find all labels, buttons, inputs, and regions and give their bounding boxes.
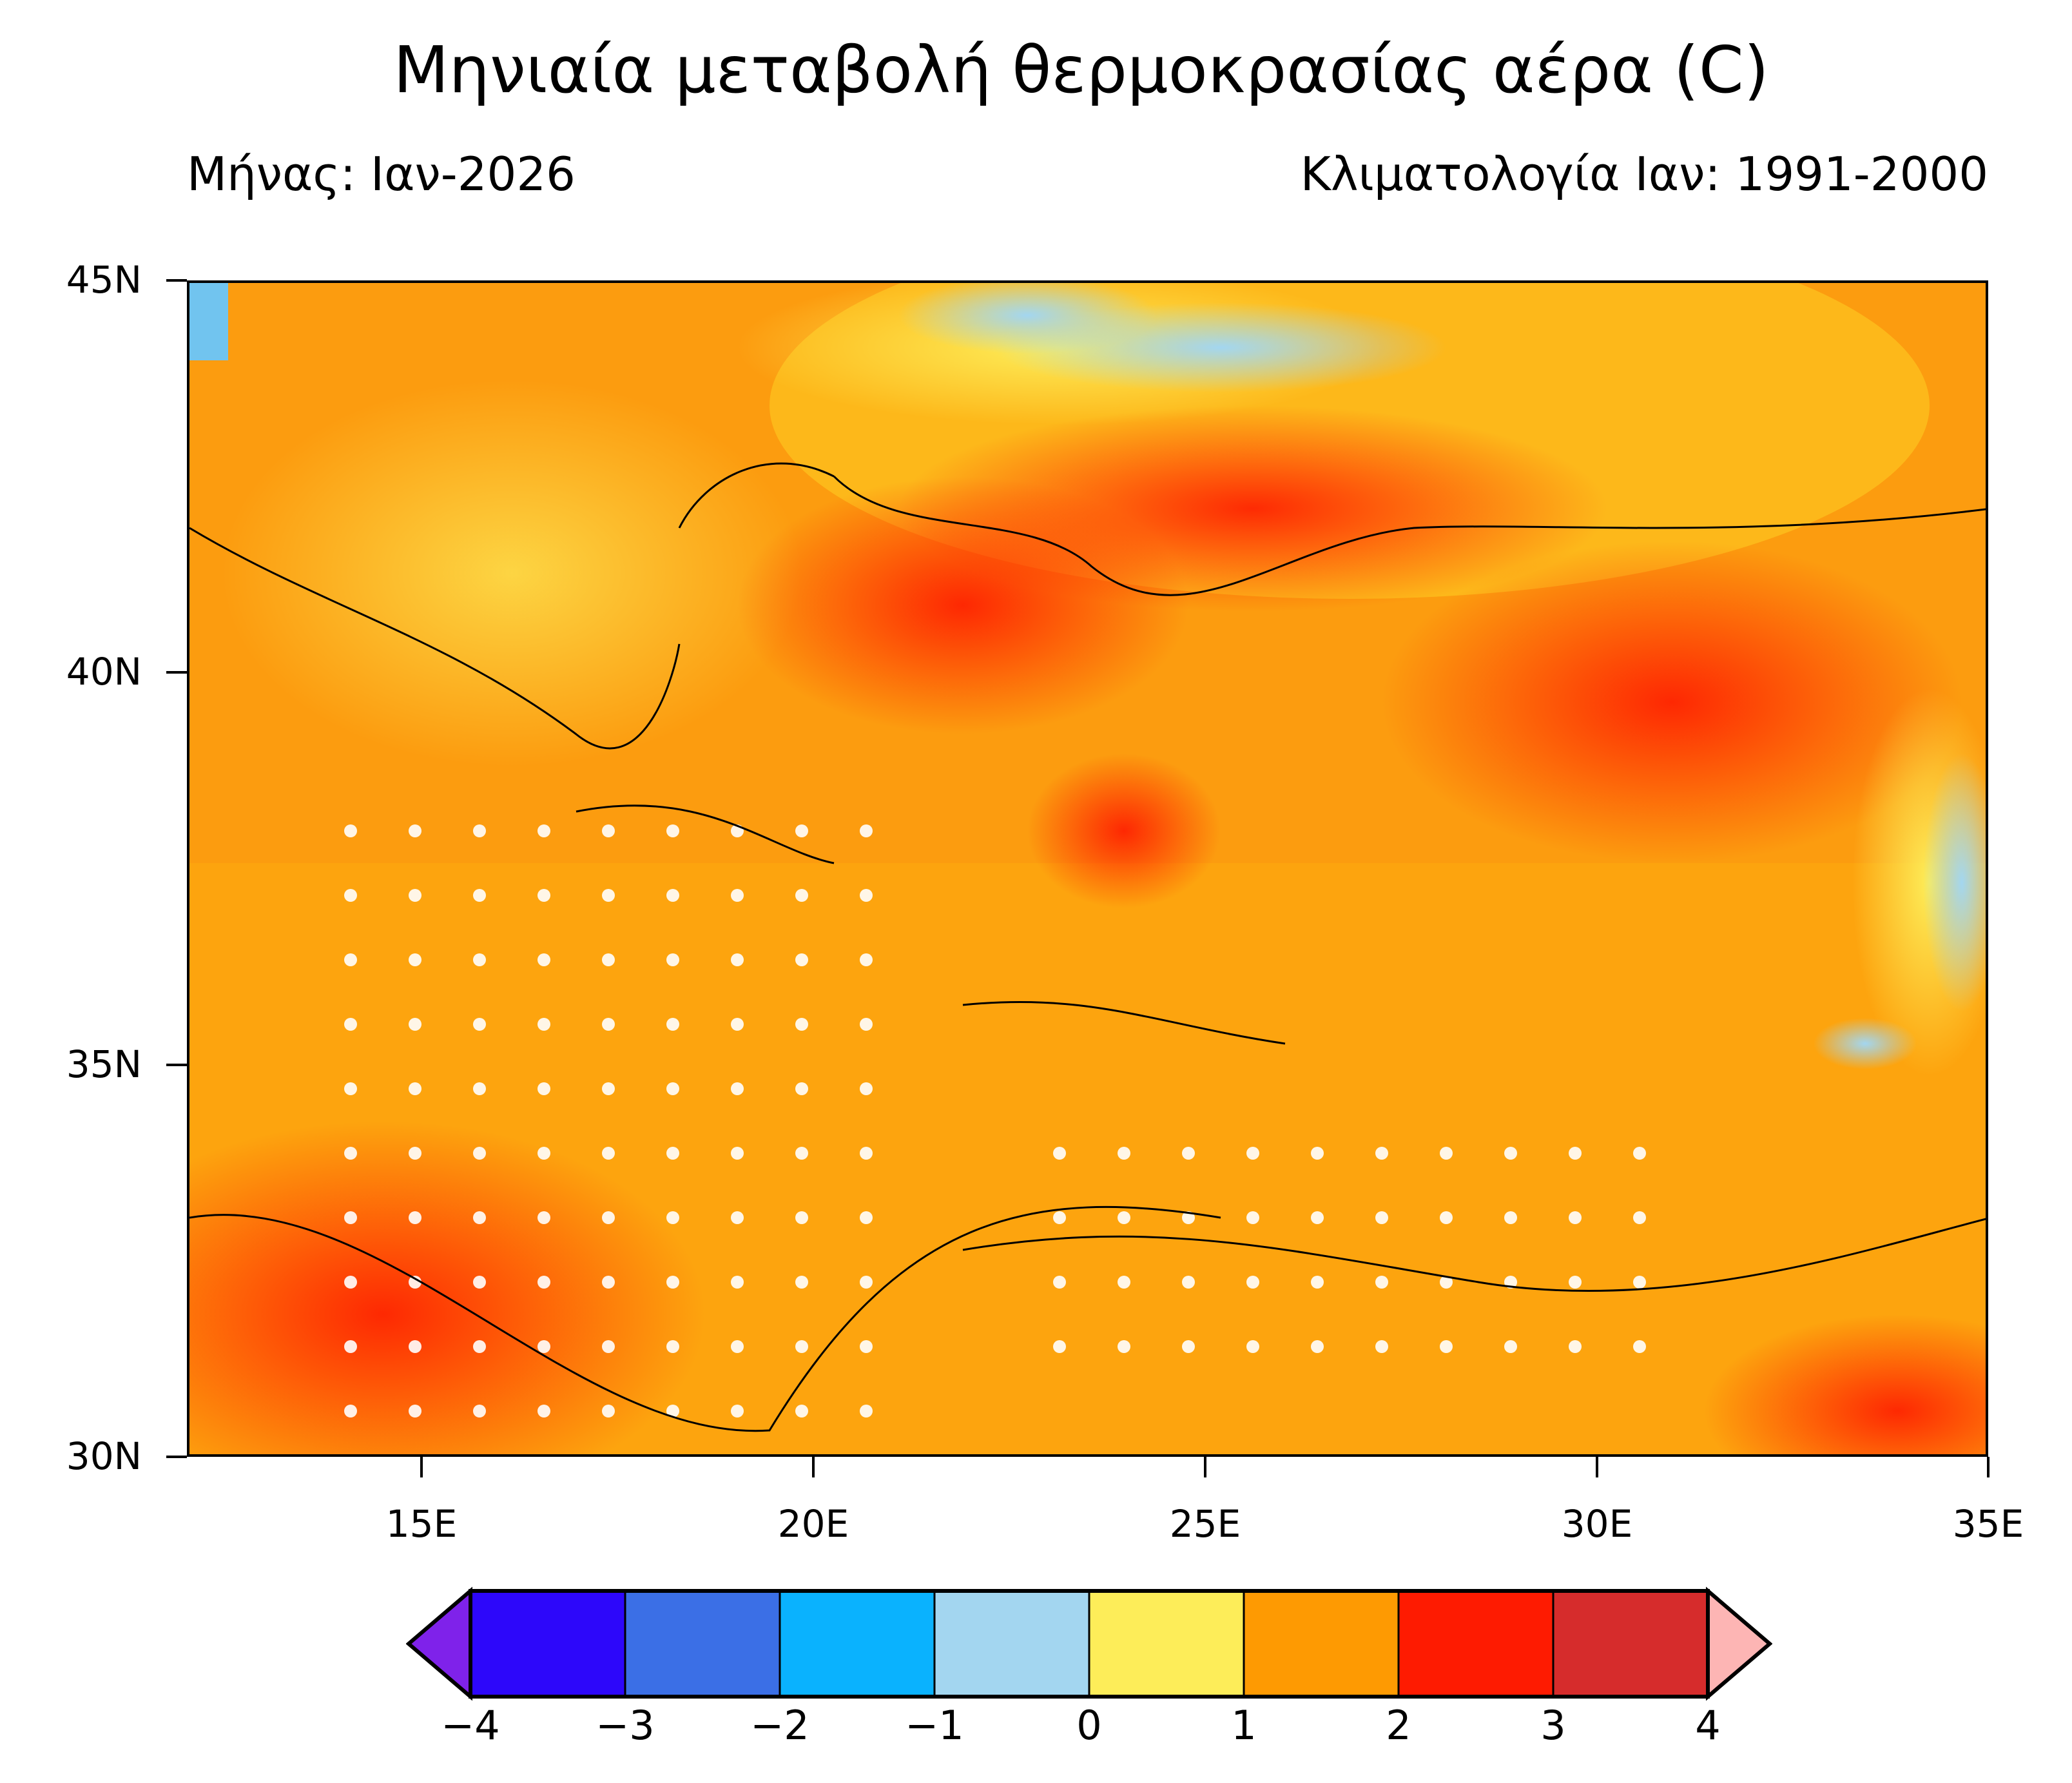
y-tick-mark xyxy=(166,279,187,282)
colorbar-tick-label: 0 xyxy=(1076,1702,1102,1749)
anomaly-heatmap xyxy=(189,283,1986,1454)
colorbar-tick-label: 1 xyxy=(1231,1702,1257,1749)
colorbar-tick-label: −3 xyxy=(595,1702,655,1749)
chart-title: Μηνιαία μεταβολή θερμοκρασίας αέρα (C) xyxy=(393,32,1769,108)
month-subtitle: Μήνας: Ιαν-2026 xyxy=(187,147,576,201)
colorbar-tick-label: 3 xyxy=(1540,1702,1566,1749)
x-tick-label: 20E xyxy=(777,1502,849,1546)
x-tick-mark xyxy=(1204,1457,1206,1477)
y-tick-label: 40N xyxy=(66,650,142,694)
colorbar-tick-label: −1 xyxy=(905,1702,964,1749)
y-tick-label: 30N xyxy=(66,1434,142,1478)
x-tick-mark xyxy=(1987,1457,1990,1477)
colorbar-tick-label: −4 xyxy=(441,1702,500,1749)
y-tick-mark xyxy=(166,1456,187,1458)
x-tick-mark xyxy=(812,1457,815,1477)
colorbar-tick-label: 2 xyxy=(1386,1702,1411,1749)
x-tick-label: 30E xyxy=(1561,1502,1633,1546)
x-tick-mark xyxy=(1596,1457,1598,1477)
x-tick-mark xyxy=(420,1457,423,1477)
colorbar-tick-label: 4 xyxy=(1695,1702,1721,1749)
y-tick-mark xyxy=(166,671,187,674)
x-tick-label: 15E xyxy=(385,1502,458,1546)
map-plot-area xyxy=(187,280,1988,1457)
colorbar-tick-label: −2 xyxy=(750,1702,809,1749)
y-tick-mark xyxy=(166,1064,187,1066)
colorbar xyxy=(406,1586,1772,1701)
y-tick-label: 35N xyxy=(66,1042,142,1086)
x-tick-label: 35E xyxy=(1952,1502,2024,1546)
x-tick-label: 25E xyxy=(1169,1502,1241,1546)
climatology-subtitle: Κλιματολογία Ιαν: 1991-2000 xyxy=(1300,147,1988,201)
y-tick-label: 45N xyxy=(66,258,142,302)
